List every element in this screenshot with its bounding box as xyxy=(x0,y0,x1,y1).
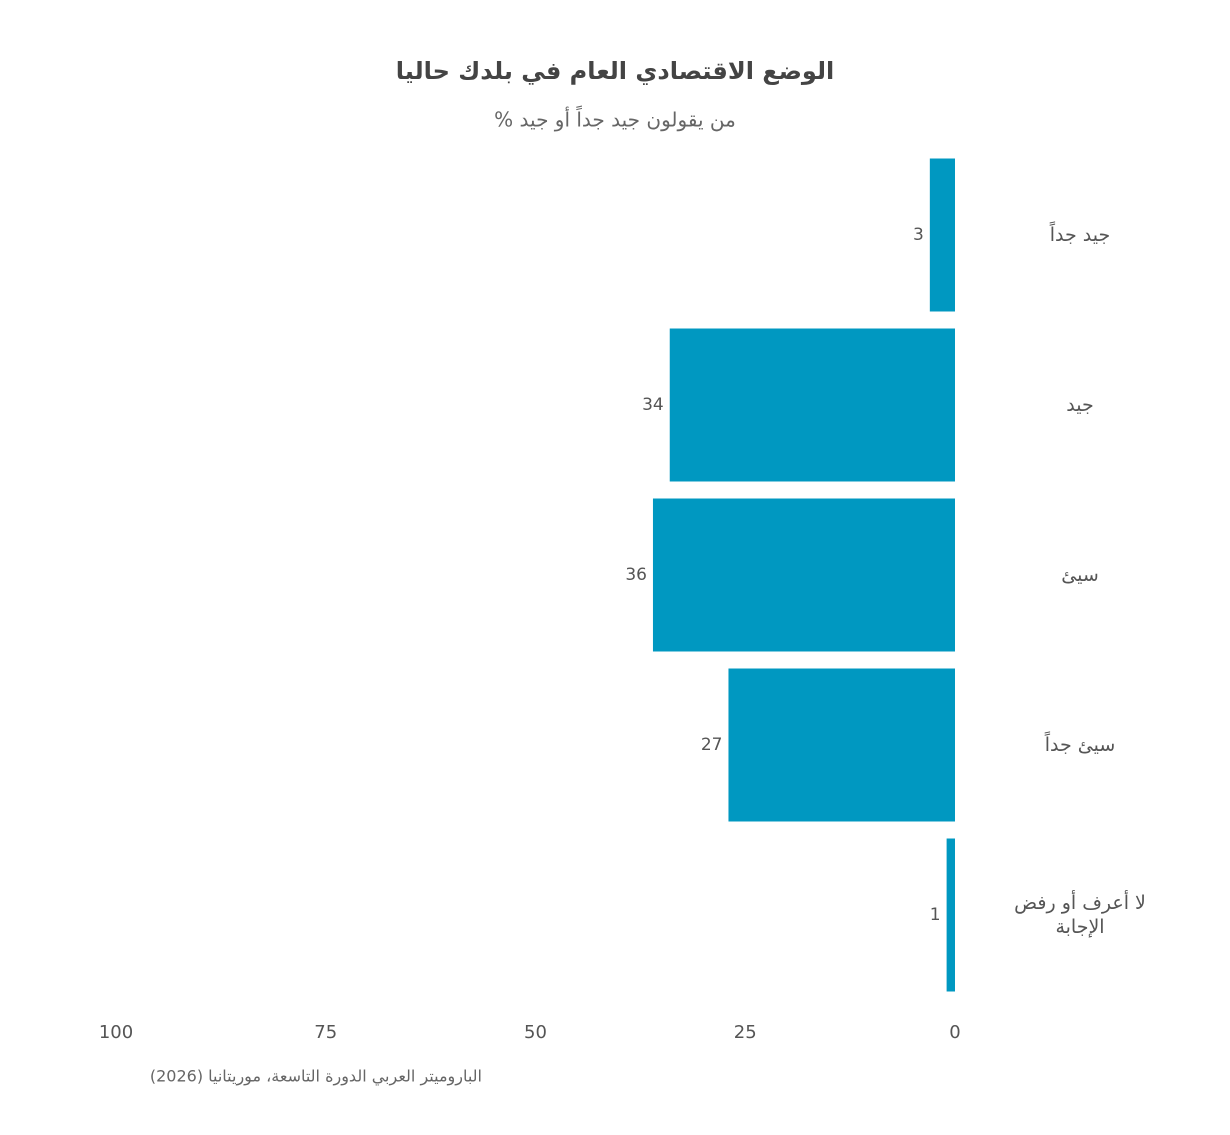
value-label: 3 xyxy=(913,225,924,245)
x-tick-label: 0 xyxy=(949,1022,960,1043)
value-label: 1 xyxy=(930,905,941,925)
chart-title: الوضع الاقتصادي العام في بلدك حاليا xyxy=(396,57,834,85)
category-label: لا أعرف أو رفض الإجابة xyxy=(1014,892,1146,938)
x-tick-label: 25 xyxy=(734,1022,757,1043)
category-label: سيئ جداً xyxy=(1044,734,1116,756)
source-note: الباروميتر العربي الدورة التاسعة، موريتا… xyxy=(150,1067,482,1087)
x-tick-label: 75 xyxy=(314,1022,337,1043)
chart-subtitle: % من يقولون جيد جداً أو جيد xyxy=(494,105,736,131)
bar xyxy=(728,668,955,822)
value-label: 34 xyxy=(642,395,664,415)
value-label: 36 xyxy=(625,565,647,585)
value-label: 27 xyxy=(701,735,723,755)
bar xyxy=(929,158,955,312)
x-tick-label: 100 xyxy=(99,1022,133,1043)
category-label: سيئ xyxy=(1061,564,1099,586)
category-label: جيد xyxy=(1066,394,1094,416)
bar xyxy=(946,838,955,992)
bar xyxy=(669,328,955,482)
category-label: جيد جداً xyxy=(1049,224,1111,246)
bar xyxy=(652,498,955,652)
x-tick-label: 50 xyxy=(524,1022,547,1043)
